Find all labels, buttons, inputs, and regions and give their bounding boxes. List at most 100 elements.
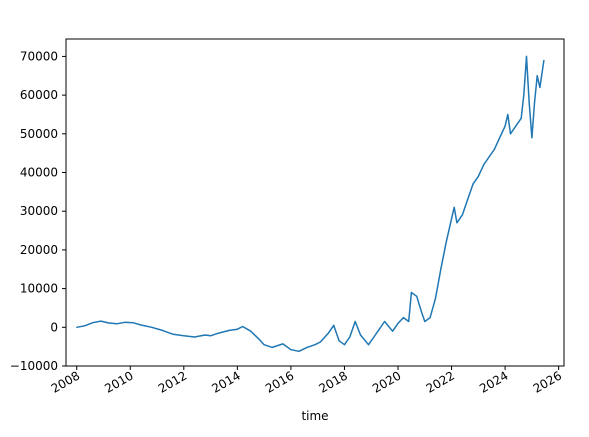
data-point [509, 133, 512, 135]
data-point [349, 336, 351, 338]
data-point [172, 333, 174, 335]
y-tick-label: 60000 [20, 88, 58, 102]
data-point [367, 344, 370, 346]
data-point [440, 268, 442, 270]
x-tick-label: 2020 [370, 368, 403, 395]
y-tick-label: 0 [50, 320, 58, 334]
x-tick-label: 2012 [156, 368, 189, 395]
data-point [92, 322, 94, 324]
plot-frame [65, 38, 565, 367]
data-point [263, 344, 265, 346]
data-point [520, 117, 522, 119]
x-tick-label: 2026 [531, 368, 564, 395]
data-point [477, 175, 479, 177]
data-point [306, 346, 308, 348]
x-tick-label: 2010 [102, 368, 135, 395]
data-point [333, 324, 335, 326]
data-point [151, 326, 153, 328]
data-point [410, 291, 412, 294]
data-point [384, 320, 386, 323]
y-tick-label: 20000 [20, 243, 58, 257]
data-point [314, 344, 316, 346]
data-point [338, 340, 340, 342]
data-point [421, 313, 423, 315]
data-point [210, 335, 212, 337]
data-point [228, 329, 230, 331]
data-point [528, 102, 530, 104]
data-point [531, 137, 533, 139]
data-point [204, 334, 206, 336]
data-point [282, 343, 284, 345]
data-point [461, 214, 463, 216]
data-point [271, 346, 273, 348]
data-point [327, 332, 329, 334]
plot-content [76, 55, 545, 353]
data-point [183, 335, 185, 337]
data-point [397, 322, 399, 324]
data-point [76, 326, 78, 328]
data-point [533, 102, 536, 104]
x-axis: 2008 2010 2012 2014 2016 2018 2020 2022 2024 2026 [49, 366, 564, 396]
data-point [525, 55, 528, 58]
data-point [319, 341, 321, 343]
data-point [539, 86, 541, 88]
data-point [250, 330, 252, 332]
data-point [290, 349, 292, 351]
data-point [242, 325, 244, 328]
y-axis: −10000 0 10000 20000 30000 40000 50000 60000 700… [10, 49, 66, 373]
y-tick-label: 50000 [20, 127, 58, 141]
data-point [116, 323, 118, 325]
data-point [408, 320, 410, 323]
data-point [132, 322, 134, 324]
data-point [392, 330, 394, 332]
data-point [543, 59, 545, 61]
data-point [343, 344, 346, 346]
data-point [378, 328, 380, 330]
data-point [523, 94, 525, 96]
data-point [258, 338, 260, 340]
data-point [434, 297, 437, 299]
x-tick-label: 2024 [477, 368, 510, 395]
data-point [161, 329, 163, 331]
data-point [507, 113, 509, 116]
data-point [218, 332, 220, 334]
data-point [373, 336, 375, 338]
data-point [84, 325, 86, 327]
series-line-0 [76, 55, 545, 353]
data-point [472, 183, 474, 185]
data-point [499, 137, 501, 139]
x-tick-label: 2014 [209, 368, 242, 395]
data-point [354, 320, 356, 323]
data-point [445, 241, 447, 243]
data-point [298, 350, 300, 352]
data-point [536, 75, 538, 77]
data-point [483, 164, 485, 166]
data-point [100, 320, 102, 322]
x-tick-label: 2022 [424, 368, 457, 395]
y-tick-label: 10000 [20, 282, 58, 296]
data-point [429, 317, 431, 319]
data-point [359, 334, 362, 336]
data-point [402, 317, 404, 319]
y-tick-label: 40000 [20, 166, 58, 180]
data-point [450, 218, 453, 220]
y-tick-label: 30000 [20, 204, 58, 218]
data-point [453, 206, 455, 208]
data-point [467, 199, 469, 201]
data-point [515, 125, 517, 127]
data-point [416, 295, 418, 297]
y-tick-label: −10000 [10, 359, 58, 373]
x-axis-title: time [301, 409, 328, 423]
data-point [493, 148, 495, 150]
x-tick-label: 2018 [316, 368, 349, 395]
data-point [236, 328, 238, 330]
data-point [124, 321, 126, 323]
data-point [108, 322, 110, 324]
y-tick-label: 70000 [20, 49, 58, 63]
data-point [193, 336, 196, 338]
data-point [488, 156, 490, 158]
data-point [456, 222, 458, 224]
data-point [504, 125, 506, 127]
data-point [424, 320, 426, 323]
